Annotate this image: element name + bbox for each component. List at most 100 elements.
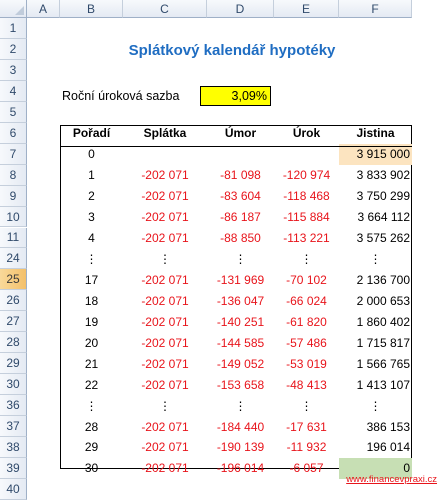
row-header-5[interactable]: 5: [0, 101, 27, 123]
cell-splatka[interactable]: -202 071: [141, 440, 189, 455]
cell-urok[interactable]: -48 413: [286, 377, 327, 392]
cell-poradi[interactable]: 30: [84, 461, 99, 476]
row-header-39[interactable]: 39: [0, 457, 27, 479]
row-header-38[interactable]: 38: [0, 437, 27, 458]
cell-poradi[interactable]: 2: [88, 189, 95, 204]
table-header-jistina[interactable]: Jistina: [356, 126, 395, 141]
row-header-30[interactable]: 30: [0, 374, 27, 396]
cell-poradi[interactable]: 22: [84, 377, 99, 392]
rate-value-cell[interactable]: 3,09%: [200, 86, 271, 106]
cell-urok[interactable]: -113 221: [283, 230, 330, 245]
row-header-8[interactable]: 8: [0, 164, 27, 186]
cell-splatka[interactable]: -202 071: [141, 168, 189, 183]
row-header-37[interactable]: 37: [0, 416, 27, 437]
cell-urok[interactable]: -17 631: [286, 419, 327, 434]
column-header-d[interactable]: D: [207, 0, 274, 18]
cell-splatka[interactable]: -202 071: [141, 272, 189, 287]
cell-urok[interactable]: -61 820: [286, 314, 327, 329]
column-header-a[interactable]: A: [27, 0, 60, 18]
cell-urok[interactable]: -66 024: [286, 293, 327, 308]
cell-jistina[interactable]: 3 575 262: [356, 230, 410, 245]
table-header-splatka[interactable]: Splátka: [143, 126, 187, 141]
cell-poradi[interactable]: 20: [84, 335, 99, 350]
cell-poradi[interactable]: 1: [88, 168, 95, 183]
cell-poradi[interactable]: 17: [84, 272, 99, 287]
row-header-29[interactable]: 29: [0, 353, 27, 375]
row-header-11[interactable]: 11: [0, 227, 27, 249]
row-header-40[interactable]: 40: [0, 478, 27, 500]
row-header-7[interactable]: 7: [0, 143, 27, 165]
cell-splatka[interactable]: -202 071: [141, 335, 189, 350]
cell-urok[interactable]: -70 102: [286, 272, 327, 287]
cell-urok[interactable]: ⋮: [300, 398, 313, 413]
row-header-9[interactable]: 9: [0, 185, 27, 207]
cell-jistina[interactable]: 1 566 765: [356, 356, 410, 371]
cell-splatka[interactable]: -202 071: [141, 461, 189, 476]
cell-splatka[interactable]: -202 071: [141, 210, 189, 225]
cell-jistina[interactable]: ⋮: [369, 398, 382, 413]
cell-poradi[interactable]: 4: [88, 230, 95, 245]
cell-urok[interactable]: -120 974: [282, 168, 331, 183]
cell-jistina[interactable]: 386 153: [366, 419, 410, 434]
cell-poradi[interactable]: 0: [88, 147, 95, 162]
row-header-36[interactable]: 36: [0, 395, 27, 417]
column-header-b[interactable]: B: [60, 0, 123, 18]
cell-splatka[interactable]: -202 071: [141, 314, 189, 329]
cell-urok[interactable]: -115 884: [283, 210, 330, 225]
cell-poradi[interactable]: 21: [84, 356, 99, 371]
column-header-e[interactable]: E: [274, 0, 339, 18]
table-header-umor[interactable]: Úmor: [224, 126, 257, 141]
cell-umor[interactable]: -131 969: [216, 272, 265, 287]
cell-splatka[interactable]: -202 071: [141, 230, 189, 245]
cell-umor[interactable]: -136 047: [216, 293, 265, 308]
row-header-10[interactable]: 10: [0, 206, 27, 228]
cell-jistina[interactable]: 3 915 000: [339, 143, 412, 165]
cell-umor[interactable]: -86 187: [220, 210, 261, 225]
cell-jistina[interactable]: 0: [339, 457, 412, 479]
cell-poradi[interactable]: 18: [84, 293, 99, 308]
row-header-1[interactable]: 1: [0, 18, 27, 39]
cell-poradi[interactable]: 28: [84, 419, 99, 434]
row-header-3[interactable]: 3: [0, 59, 27, 81]
cell-umor[interactable]: -153 658: [216, 377, 265, 392]
cell-umor[interactable]: -81 098: [220, 168, 261, 183]
row-header-6[interactable]: 6: [0, 122, 27, 144]
sheet-title[interactable]: Splátkový kalendář hypotéky: [128, 41, 336, 59]
cell-umor[interactable]: ⋮: [234, 398, 247, 413]
cell-splatka[interactable]: -202 071: [141, 377, 189, 392]
column-header-c[interactable]: C: [123, 0, 207, 18]
cell-umor[interactable]: -196 014: [216, 461, 265, 476]
rate-label[interactable]: Roční úroková sazba: [62, 89, 180, 103]
cell-poradi[interactable]: 29: [84, 440, 99, 455]
cell-umor[interactable]: -144 585: [216, 335, 265, 350]
cell-splatka[interactable]: -202 071: [141, 419, 189, 434]
cell-splatka[interactable]: ⋮: [159, 251, 171, 266]
row-header-24[interactable]: 24: [0, 248, 27, 270]
cell-urok[interactable]: -118 468: [283, 189, 330, 204]
cell-splatka[interactable]: -202 071: [141, 189, 189, 204]
cell-jistina[interactable]: 1 860 402: [356, 314, 410, 329]
select-all-corner[interactable]: [0, 0, 27, 18]
row-header-28[interactable]: 28: [0, 332, 27, 354]
cell-jistina[interactable]: 1 413 107: [356, 377, 410, 392]
table-header-poradi[interactable]: Pořadí: [72, 126, 111, 141]
cell-poradi[interactable]: ⋮: [85, 251, 98, 266]
cell-umor[interactable]: ⋮: [234, 251, 247, 266]
table-header-urok[interactable]: Úrok: [292, 126, 321, 141]
cell-urok[interactable]: -57 486: [286, 335, 327, 350]
cell-urok[interactable]: -53 019: [286, 356, 327, 371]
cell-splatka[interactable]: -202 071: [141, 293, 189, 308]
cell-jistina[interactable]: 2 000 653: [356, 293, 410, 308]
cell-splatka[interactable]: ⋮: [159, 398, 171, 413]
cell-poradi[interactable]: 3: [88, 210, 95, 225]
cell-jistina[interactable]: 2 136 700: [356, 272, 410, 287]
cell-umor[interactable]: -149 052: [216, 356, 265, 371]
cell-umor[interactable]: -140 251: [216, 314, 265, 329]
cell-urok[interactable]: ⋮: [300, 251, 313, 266]
cell-jistina[interactable]: 3 833 902: [356, 168, 410, 183]
cell-poradi[interactable]: 19: [84, 314, 99, 329]
column-header-f[interactable]: F: [339, 0, 412, 18]
row-header-2[interactable]: 2: [0, 38, 27, 60]
cell-urok[interactable]: -11 932: [286, 440, 327, 455]
cell-poradi[interactable]: ⋮: [85, 398, 98, 413]
